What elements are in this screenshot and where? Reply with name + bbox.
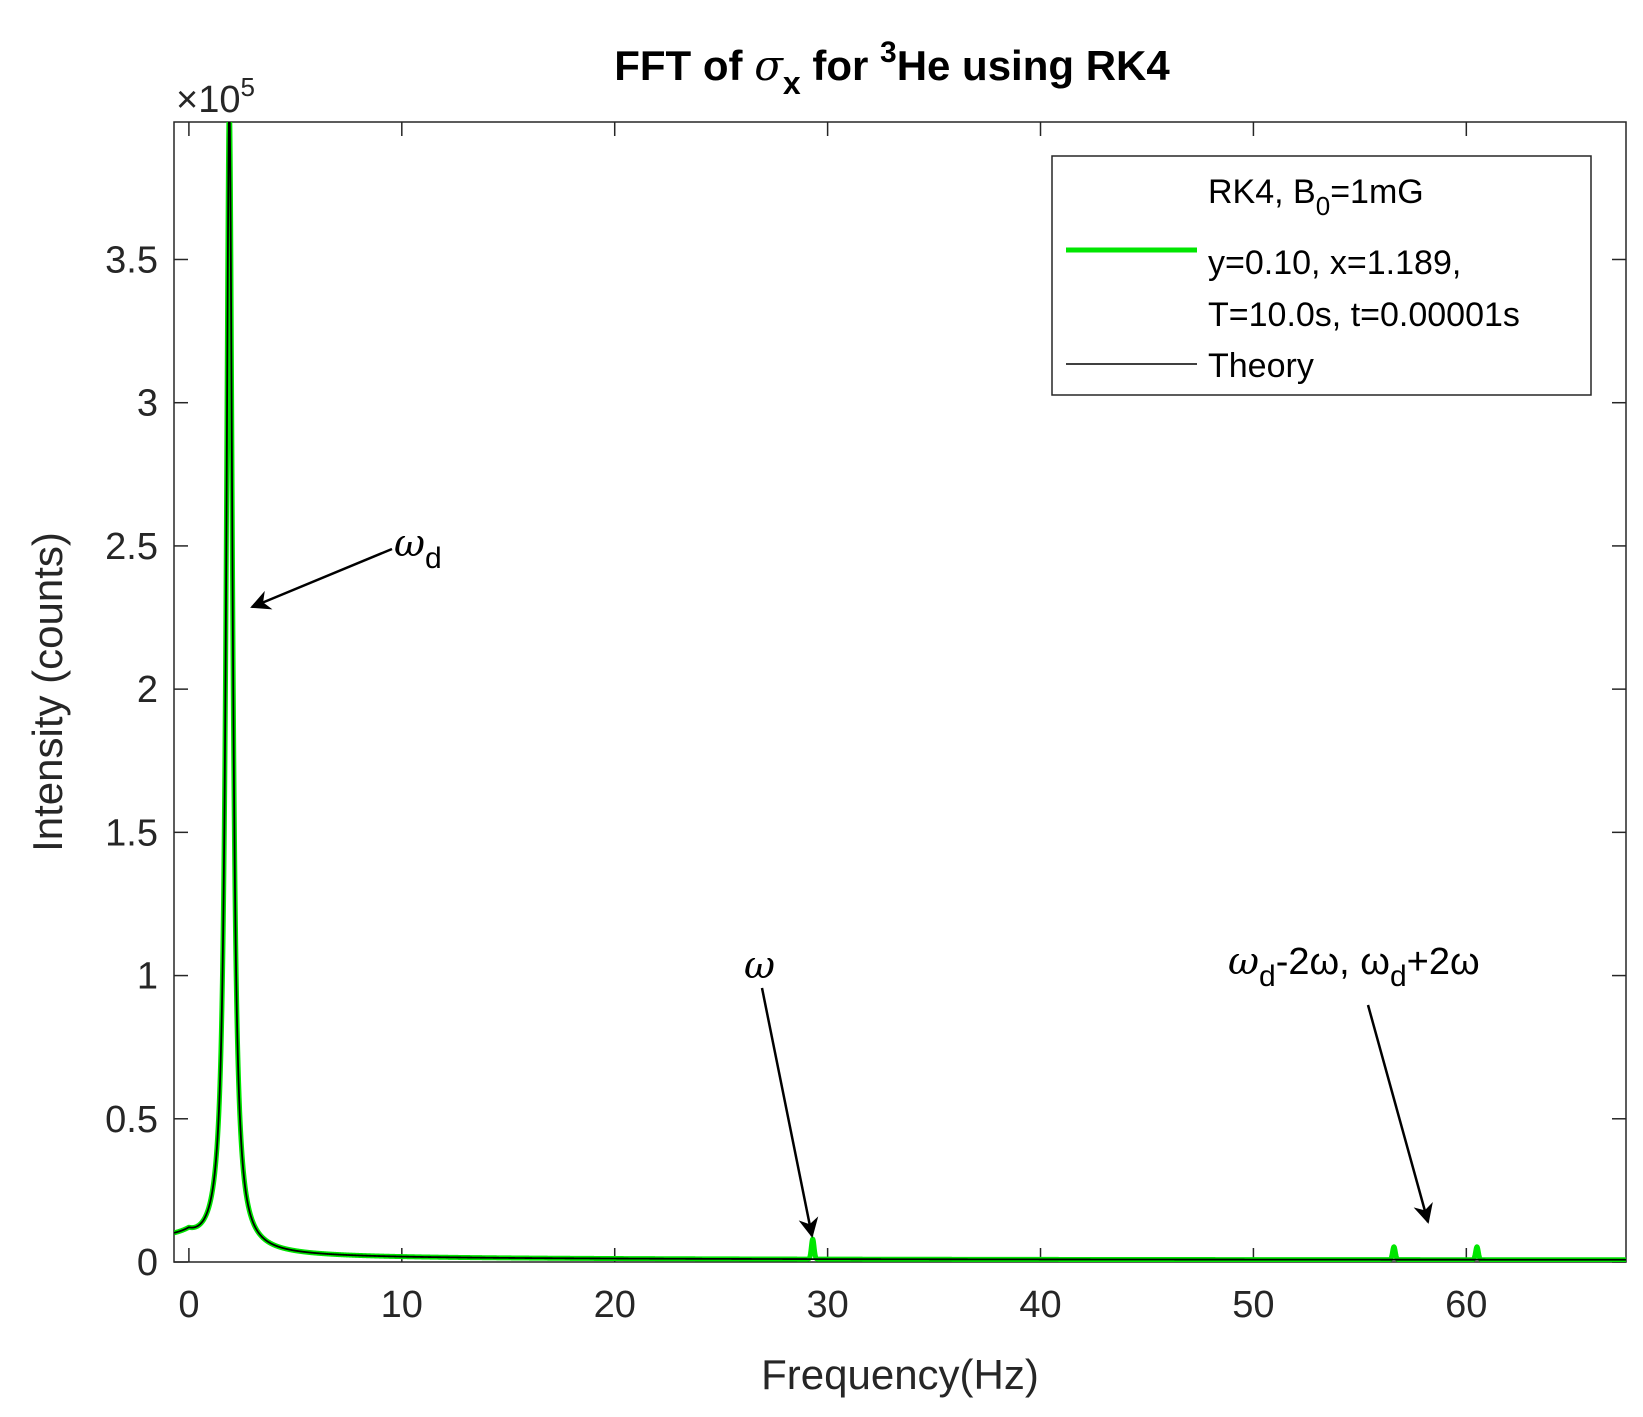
legend-rk4-line3: T=10.0s, t=0.00001s bbox=[1208, 296, 1520, 334]
x-tick-label-3: 30 bbox=[806, 1284, 848, 1326]
x-tick-label-5: 50 bbox=[1232, 1284, 1274, 1326]
series-group bbox=[174, 122, 1626, 1262]
annotation-wd: ωd bbox=[250, 521, 442, 610]
y-tick-label-5: 2.5 bbox=[105, 526, 158, 568]
legend: RK4, B0=1mG y=0.10, x=1.189, T=10.0s, t=… bbox=[1051, 155, 1592, 396]
y-tick-label-6: 3 bbox=[137, 383, 158, 425]
y-tick-label-2: 1 bbox=[137, 956, 158, 998]
y-tick-label-3: 1.5 bbox=[105, 812, 158, 854]
x-tick-label-1: 10 bbox=[381, 1284, 423, 1326]
annotation-wd2w: ωd-2ω, ωd+2ω bbox=[1228, 939, 1480, 1224]
y-tick-label-4: 2 bbox=[137, 669, 158, 711]
annotation-wd-label: ωd bbox=[394, 521, 442, 575]
chart-title: FFT of σx for 3He using RK4 bbox=[614, 36, 1170, 101]
legend-rk4-line2: y=0.10, x=1.189, bbox=[1208, 244, 1461, 282]
x-tick-label-6: 60 bbox=[1445, 1284, 1487, 1326]
legend-rk4-line1: RK4, B0=1mG bbox=[1208, 173, 1424, 221]
annotation-wd2w-label: ωd-2ω, ωd+2ω bbox=[1228, 939, 1480, 993]
annotation-w-label: ω bbox=[744, 943, 775, 987]
axis-ticks: 0 10 20 30 40 50 60 0 0.5 1 1.5 2 2.5 3 3.5 bbox=[105, 122, 1626, 1326]
y-tick-label-7: 3.5 bbox=[105, 239, 158, 281]
annotation-w-arrow bbox=[760, 987, 819, 1238]
annotation-wd2w-arrow bbox=[1366, 1004, 1433, 1224]
x-tick-label-4: 40 bbox=[1019, 1284, 1061, 1326]
y-tick-label-1: 0.5 bbox=[105, 1099, 158, 1141]
y-exponent-label: ×105 bbox=[176, 72, 255, 121]
series-line-theory bbox=[174, 122, 1626, 1261]
annotation-w: ω bbox=[744, 943, 819, 1238]
y-tick-label-0: 0 bbox=[137, 1242, 158, 1284]
x-tick-label-2: 20 bbox=[594, 1284, 636, 1326]
x-axis-title: Frequency(Hz) bbox=[761, 1351, 1039, 1398]
legend-box bbox=[1051, 155, 1592, 396]
legend-theory-label: Theory bbox=[1208, 347, 1314, 385]
plot-area bbox=[173, 121, 1627, 1263]
annotation-wd-arrow bbox=[250, 547, 393, 610]
y-axis-title: Intensity (counts) bbox=[24, 532, 71, 852]
x-tick-label-0: 0 bbox=[178, 1284, 199, 1326]
